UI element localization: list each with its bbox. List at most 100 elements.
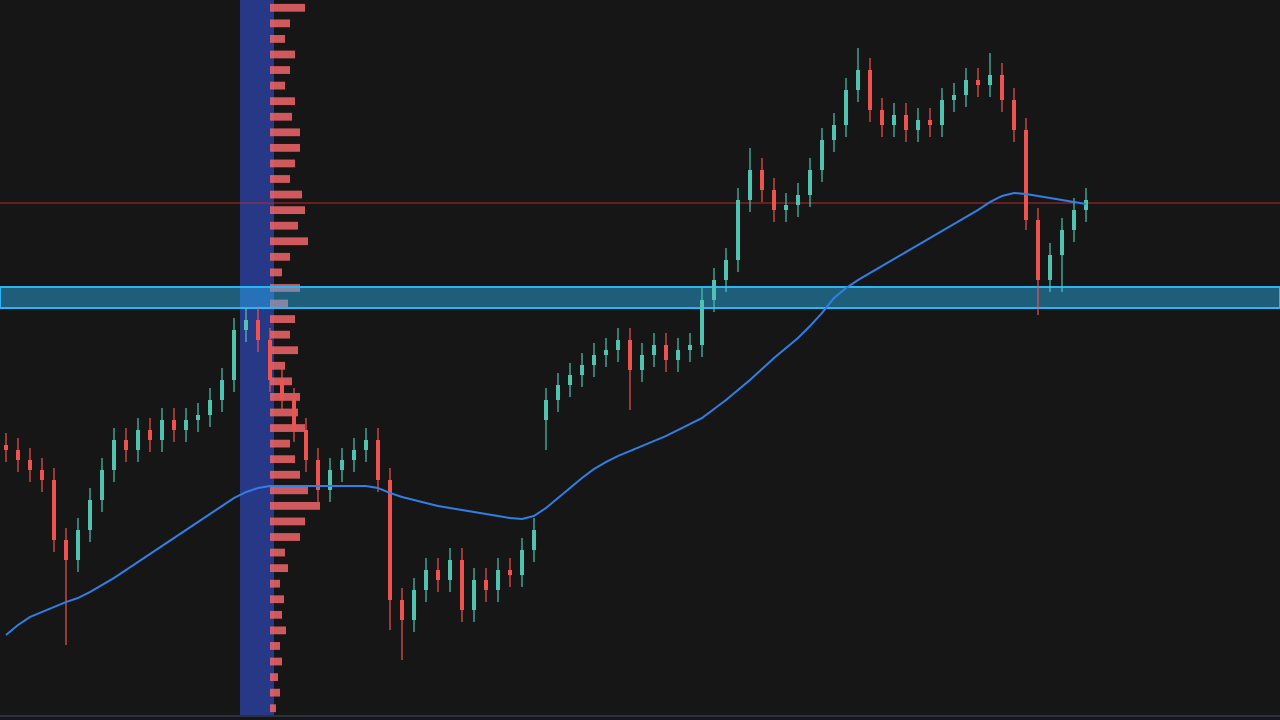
volume-profile-bar: [270, 50, 295, 59]
volume-profile-bar: [270, 455, 295, 464]
candle-body: [148, 430, 152, 440]
candle-body: [280, 380, 284, 400]
candle-body: [736, 200, 740, 260]
candle-body: [916, 120, 920, 130]
candle-body: [304, 430, 308, 460]
candle-body: [376, 440, 380, 480]
candle-body: [328, 470, 332, 490]
candle-body: [352, 450, 356, 460]
candle-body: [40, 470, 44, 480]
volume-profile-bar: [270, 470, 300, 479]
volume-profile-bar: [270, 112, 292, 121]
candle-body: [616, 340, 620, 350]
volume-profile-bar: [270, 66, 290, 74]
candle-body: [928, 120, 932, 125]
candle-body: [556, 385, 560, 400]
candle-body: [232, 330, 236, 380]
candle-body: [28, 460, 32, 470]
volume-profile-bar: [270, 159, 295, 168]
volume-profile-bar: [270, 486, 308, 495]
candle-body: [112, 440, 116, 470]
volume-profile-bar: [270, 361, 285, 370]
candle-body: [448, 560, 452, 580]
candle-body: [388, 480, 392, 600]
candle-body: [856, 70, 860, 90]
volume-profile-bar: [270, 517, 305, 526]
candle-body: [712, 280, 716, 300]
candle-body: [520, 550, 524, 575]
candle-body: [748, 170, 752, 200]
volume-profile-bar: [270, 688, 280, 697]
candle-body: [664, 345, 668, 360]
candle-body: [52, 480, 56, 540]
candle-body: [532, 530, 536, 550]
volume-profile-bar: [270, 190, 302, 199]
volume-profile-bar: [270, 128, 300, 137]
volume-profile-bar: [270, 610, 282, 619]
candle-body: [16, 450, 20, 460]
candle-body: [64, 540, 68, 560]
volume-profile-bar: [270, 221, 298, 230]
candle-body: [1036, 220, 1040, 280]
candle-body: [256, 320, 260, 340]
volume-profile-bar: [270, 252, 290, 261]
candle-body: [316, 460, 320, 490]
volume-profile-bar: [270, 579, 280, 588]
volume-profile-bar: [270, 673, 278, 681]
volume-profile-bar: [270, 175, 290, 183]
volume-profile-bar: [270, 595, 284, 604]
volume-profile-bar: [270, 330, 290, 339]
candle-body: [1048, 255, 1052, 280]
candle-body: [844, 90, 848, 125]
candle-body: [544, 400, 548, 420]
candle-body: [172, 420, 176, 430]
candle-body: [460, 560, 464, 610]
candle-body: [652, 345, 656, 355]
candle-body: [292, 400, 296, 430]
volume-profile-bar: [270, 704, 276, 713]
volume-profile-bar: [270, 408, 298, 417]
volume-profile-bar: [270, 143, 300, 152]
volume-profile-bar: [270, 439, 290, 448]
volume-profile-bar: [270, 268, 282, 277]
candle-body: [964, 80, 968, 95]
volume-profile-bar: [270, 346, 298, 355]
volume-profile-bar: [270, 299, 288, 308]
candle-body: [880, 110, 884, 125]
candle-body: [952, 95, 956, 100]
candle-body: [580, 365, 584, 375]
candle-body: [424, 570, 428, 590]
candle-body: [220, 380, 224, 400]
candle-body: [832, 125, 836, 140]
candle-body: [340, 460, 344, 470]
candle-body: [76, 530, 80, 560]
candle-body: [184, 420, 188, 430]
candle-body: [124, 440, 128, 450]
volume-profile-bar: [270, 206, 305, 215]
candle-body: [640, 355, 644, 370]
candle-body: [796, 195, 800, 205]
zone: [0, 286, 1280, 309]
candle-body: [976, 80, 980, 85]
candle-body: [1024, 130, 1028, 220]
volume-profile-bar: [270, 35, 285, 43]
moving-average: [5, 191, 1087, 636]
candle-body: [1000, 75, 1004, 100]
candle-body: [136, 430, 140, 450]
candle-body: [724, 260, 728, 280]
candle-body: [604, 350, 608, 355]
candle-body: [268, 340, 272, 380]
candle-body: [436, 570, 440, 580]
volume-profile-bar: [270, 19, 290, 28]
candle-body: [1084, 200, 1088, 210]
candle-body: [208, 400, 212, 415]
volume-profile-bar: [270, 642, 280, 650]
candle-body: [160, 420, 164, 440]
volume-profile-bar: [270, 424, 305, 432]
candle-body: [364, 440, 368, 450]
candle-body: [772, 190, 776, 210]
candle-body: [676, 350, 680, 360]
candle-body: [244, 320, 248, 330]
